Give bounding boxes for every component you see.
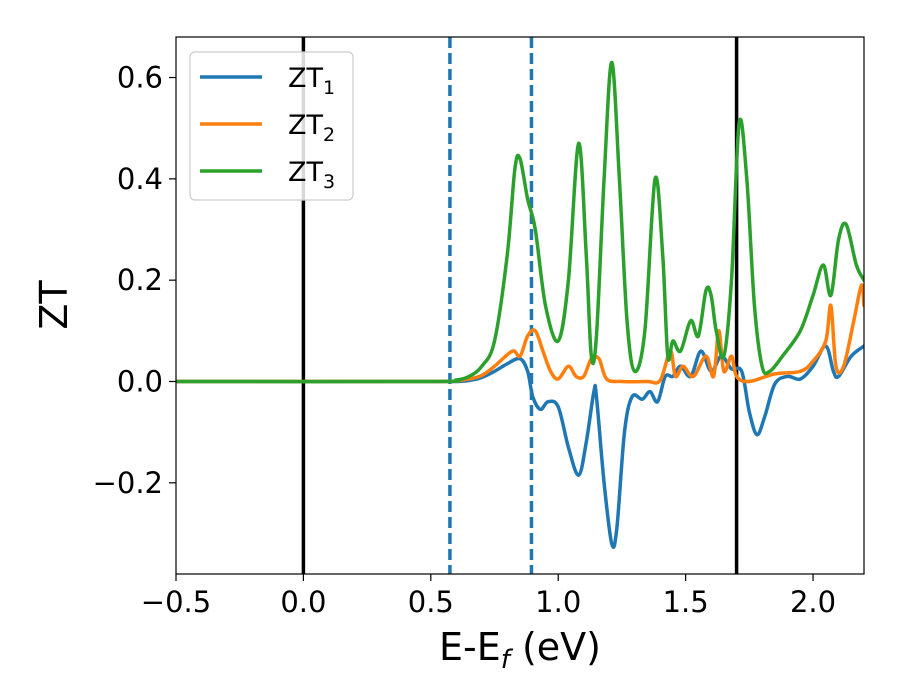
y-tick-label: 0.6 (117, 61, 163, 95)
y-tick-label: 0.4 (117, 162, 163, 196)
legend-label-subscript: 3 (323, 171, 335, 193)
series-line-zt3 (176, 60, 864, 384)
x-tick-label: 2.0 (790, 585, 836, 619)
y-axis-ticks: −0.2 0.0 0.2 0.4 0.6 (93, 61, 176, 500)
series-line-zt1 (176, 344, 864, 549)
legend-label-subscript: 2 (323, 124, 335, 146)
x-axis-title-unit: (eV) (510, 625, 601, 669)
y-axis-title: ZT (32, 280, 76, 330)
x-axis-title: E-Ef (eV) (439, 625, 601, 675)
legend-label-base: ZT (288, 110, 323, 141)
x-tick-label: −0.5 (141, 585, 211, 619)
x-axis-title-base: E-E (439, 625, 501, 669)
y-tick-label: −0.2 (93, 466, 163, 500)
y-tick-label: 0.0 (117, 364, 163, 398)
x-axis-ticks: −0.5 0.0 0.5 1.0 1.5 2.0 (141, 574, 836, 619)
legend-label-zt3: ZT3 (288, 157, 335, 193)
legend-label-zt2: ZT2 (288, 110, 335, 146)
x-tick-label: 1.5 (663, 585, 709, 619)
x-tick-label: 1.0 (535, 585, 581, 619)
legend-label-subscript: 1 (323, 77, 335, 99)
legend-label-zt1: ZT1 (288, 63, 335, 99)
x-tick-label: 0.0 (280, 585, 326, 619)
series-line-zt2 (176, 283, 864, 385)
x-tick-label: 0.5 (408, 585, 454, 619)
y-tick-label: 0.2 (117, 263, 163, 297)
legend-label-base: ZT (288, 63, 323, 94)
plot-frame (175, 36, 865, 575)
legend-frame (189, 51, 354, 201)
series-lines (176, 60, 864, 549)
legend-label-base: ZT (288, 157, 323, 188)
